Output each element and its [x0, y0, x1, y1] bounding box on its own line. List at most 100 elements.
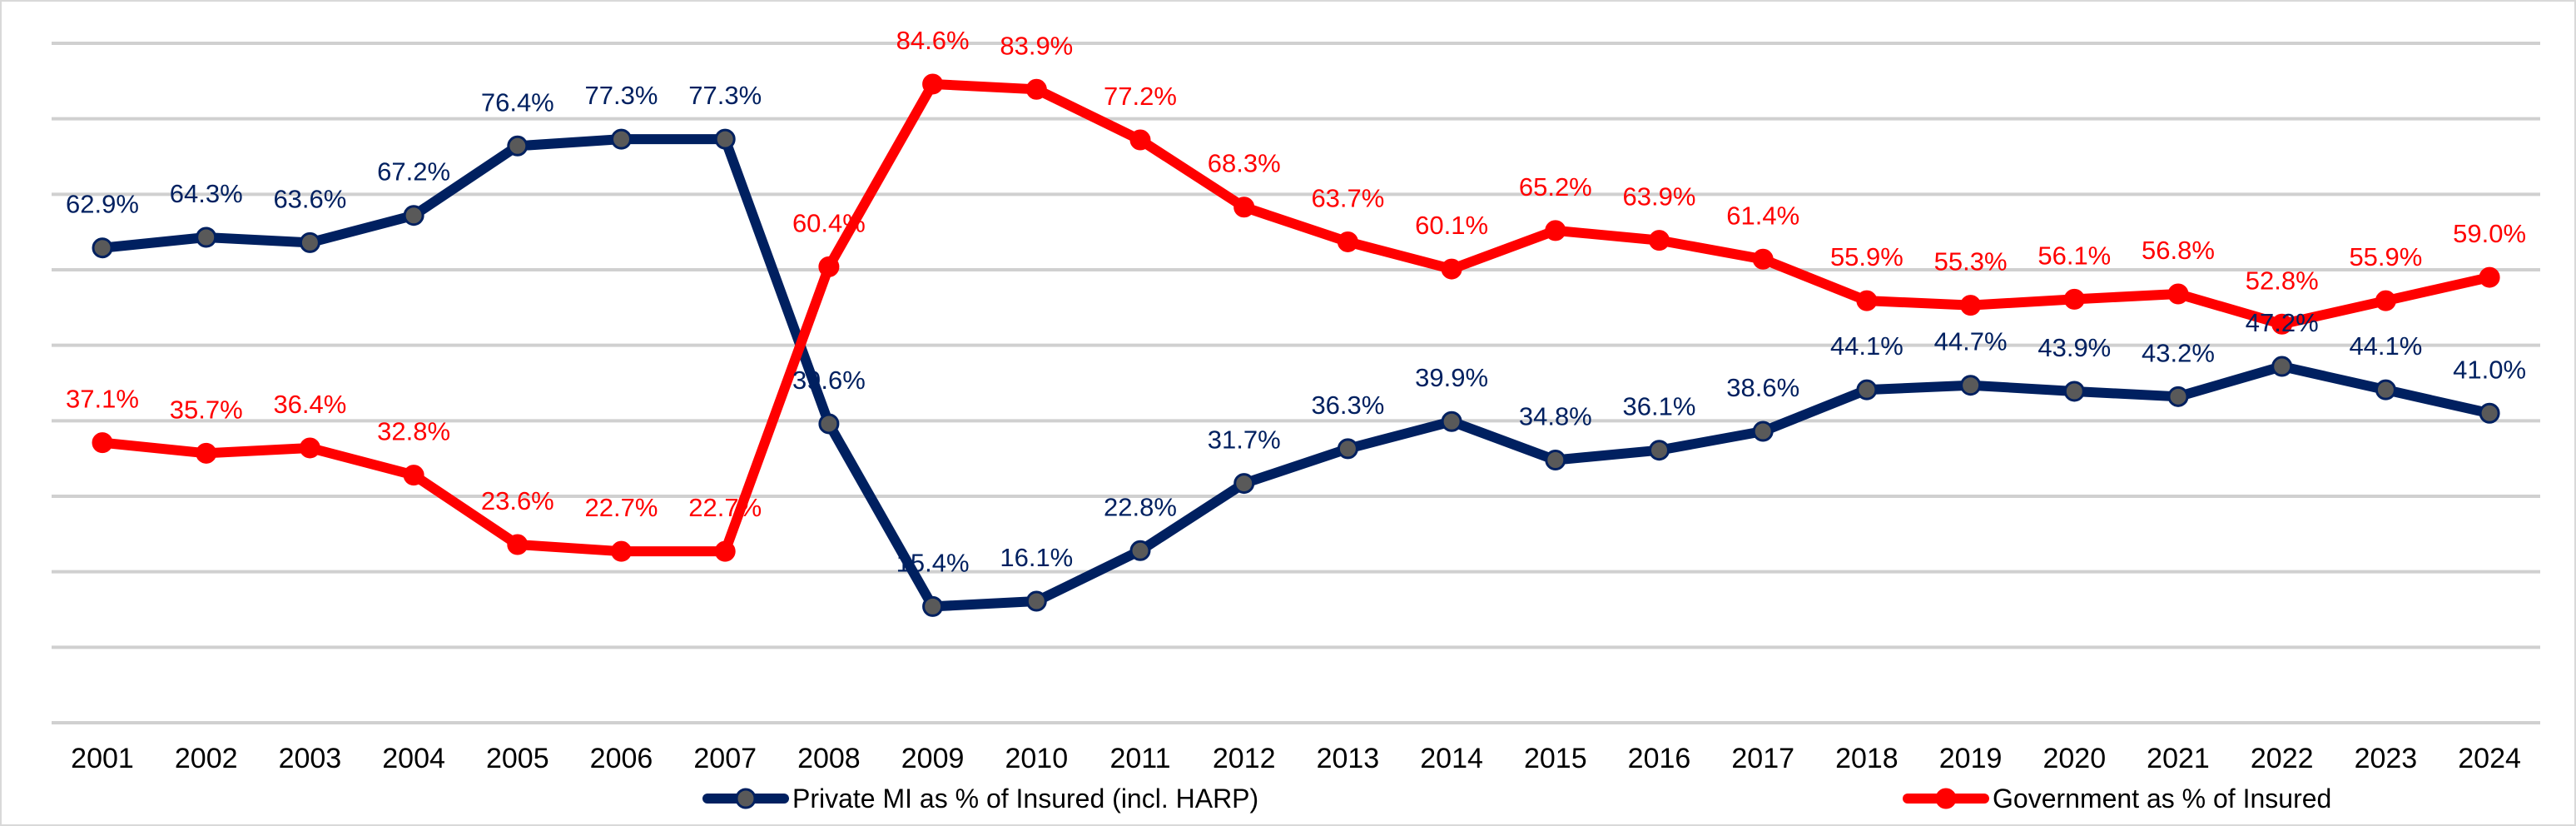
- x-tick-label: 2018: [1835, 743, 1898, 774]
- data-label: 36.1%: [1623, 392, 1696, 421]
- data-point: [818, 256, 840, 277]
- data-label: 76.4%: [481, 87, 554, 117]
- data-label: 52.8%: [2246, 266, 2319, 295]
- data-point: [818, 413, 840, 435]
- data-point: [507, 135, 529, 157]
- x-tick-label: 2003: [279, 743, 342, 774]
- data-label: 22.7%: [585, 493, 658, 522]
- data-label: 56.8%: [2142, 236, 2215, 265]
- data-label: 67.2%: [377, 157, 450, 187]
- data-point: [2271, 313, 2293, 335]
- x-tick-label: 2011: [1109, 743, 1170, 774]
- data-label: 55.9%: [1830, 242, 1903, 271]
- data-label: 16.1%: [1000, 543, 1073, 572]
- data-point: [299, 437, 320, 459]
- data-label: 47.2%: [2246, 308, 2319, 337]
- data-label: 22.7%: [688, 493, 762, 522]
- data-label: 43.9%: [2037, 333, 2111, 362]
- data-point: [2167, 283, 2189, 305]
- x-tick-label: 2016: [1628, 743, 1691, 774]
- data-point: [1441, 411, 1462, 432]
- data-point: [1856, 379, 1878, 401]
- data-point: [1129, 540, 1151, 561]
- x-tick-label: 2001: [71, 743, 134, 774]
- x-tick-label: 2024: [2458, 743, 2521, 774]
- data-point: [2167, 386, 2189, 407]
- data-label: 15.4%: [896, 548, 970, 577]
- data-point: [1441, 258, 1462, 280]
- data-point: [507, 534, 529, 555]
- data-point: [1752, 248, 1774, 270]
- data-point: [2375, 379, 2396, 401]
- data-label: 34.8%: [1519, 401, 1592, 430]
- data-point: [714, 540, 736, 562]
- data-point: [2063, 381, 2085, 402]
- data-point: [2479, 402, 2500, 424]
- data-point: [1025, 590, 1047, 612]
- x-tick-label: 2013: [1317, 743, 1380, 774]
- data-label: 36.4%: [273, 390, 346, 419]
- data-label: 44.7%: [1934, 327, 2008, 356]
- data-label: 35.7%: [170, 395, 243, 424]
- legend-marker: [1935, 788, 1957, 809]
- data-label: 55.3%: [1934, 247, 2008, 276]
- data-label: 62.9%: [66, 190, 139, 219]
- data-point: [1752, 420, 1774, 442]
- data-label: 60.4%: [792, 208, 866, 237]
- legend-label: Private MI as % of Insured (incl. HARP): [792, 784, 1258, 814]
- data-point: [1960, 295, 1982, 316]
- data-label: 31.7%: [1208, 425, 1281, 455]
- data-point: [1233, 197, 1255, 218]
- data-point: [2375, 290, 2396, 311]
- data-label: 32.8%: [377, 417, 450, 446]
- data-label: 41.0%: [2453, 355, 2526, 384]
- data-label: 43.2%: [2142, 338, 2215, 367]
- data-point: [1545, 449, 1566, 470]
- data-point: [611, 540, 632, 562]
- data-point: [1856, 290, 1878, 311]
- data-label: 59.0%: [2453, 219, 2526, 248]
- x-tick-label: 2020: [2042, 743, 2106, 774]
- x-tick-label: 2004: [382, 743, 445, 774]
- data-label: 63.6%: [273, 184, 346, 213]
- x-tick-label: 2017: [1731, 743, 1794, 774]
- data-point: [1649, 230, 1670, 251]
- data-label: 65.2%: [1519, 172, 1592, 202]
- data-point: [714, 128, 736, 150]
- data-point: [92, 237, 113, 259]
- data-point: [922, 595, 944, 617]
- x-tick-label: 2021: [2147, 743, 2210, 774]
- x-tick-label: 2006: [590, 743, 653, 774]
- data-label: 77.2%: [1104, 82, 1177, 111]
- data-label: 44.1%: [1830, 331, 1903, 361]
- data-point: [403, 465, 424, 486]
- data-point: [299, 231, 320, 253]
- data-point: [1129, 129, 1151, 151]
- x-tick-label: 2009: [901, 743, 965, 774]
- data-label: 37.1%: [66, 385, 139, 414]
- data-point: [403, 205, 424, 226]
- data-point: [1025, 78, 1047, 100]
- data-label: 22.8%: [1104, 492, 1177, 521]
- data-point: [1233, 473, 1255, 495]
- data-point: [2063, 288, 2085, 310]
- x-tick-label: 2023: [2355, 743, 2418, 774]
- data-label: 63.7%: [1311, 183, 1384, 212]
- data-label: 68.3%: [1208, 149, 1281, 178]
- data-point: [196, 442, 217, 464]
- legend-marker: [735, 788, 757, 809]
- data-label: 36.3%: [1311, 391, 1384, 420]
- data-label: 39.9%: [1415, 363, 1488, 392]
- x-tick-label: 2014: [1420, 743, 1483, 774]
- data-point: [92, 432, 113, 454]
- data-label: 84.6%: [896, 26, 970, 55]
- x-tick-label: 2012: [1213, 743, 1276, 774]
- data-label: 39.6%: [792, 366, 866, 395]
- x-tick-label: 2008: [797, 743, 861, 774]
- data-label: 55.9%: [2349, 242, 2422, 271]
- data-label: 61.4%: [1726, 201, 1799, 230]
- data-label: 77.3%: [585, 81, 658, 110]
- data-point: [1960, 375, 1982, 396]
